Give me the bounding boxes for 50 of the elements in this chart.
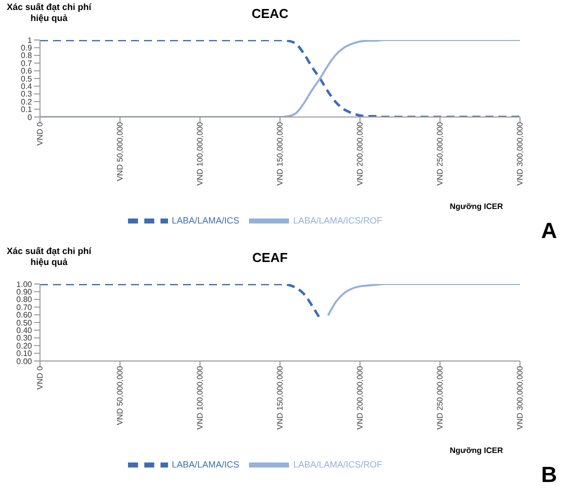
y-tick-label: 0.9 — [20, 44, 33, 53]
legend-label: LABA/LAMA/ICS/ROF — [293, 459, 382, 470]
y-tick-label: 0.50 — [16, 318, 33, 328]
x-tick-label: VND 100,000,000 — [196, 121, 205, 186]
chart-title: CEAF — [252, 250, 288, 265]
x-tick-label: VND 250,000,000 — [436, 121, 445, 186]
line-series — [327, 284, 520, 317]
text: B — [541, 462, 557, 488]
x-tick-label: VND 50,000,000 — [116, 365, 125, 426]
chart-title: CEAC — [252, 6, 288, 21]
x-tick-label: VND 0 — [36, 365, 45, 390]
x-axis-title: Ngưỡng ICER — [450, 446, 503, 455]
y-tick-label: 0.8 — [20, 51, 33, 60]
x-tick-label: VND 0 — [36, 121, 45, 146]
x-tick-label: VND 200,000,000 — [356, 365, 365, 430]
text: A — [541, 218, 557, 244]
x-tick-label: VND 300,000,000 — [516, 365, 525, 430]
line-series — [40, 284, 322, 320]
x-tick-label: VND 250,000,000 — [436, 365, 445, 430]
y-tick-label: 0.5 — [20, 74, 33, 84]
x-tick-label: VND 300,000,000 — [516, 121, 525, 186]
y-tick-label: 0.6 — [20, 66, 33, 76]
legend-label: LABA/LAMA/ICS/ROF — [293, 215, 382, 226]
y-tick-label: 0.00 — [16, 356, 33, 366]
y-tick-label: 0.30 — [16, 334, 33, 343]
y-tick-label: 0.20 — [16, 341, 33, 350]
legend-label: LABA/LAMA/ICS — [172, 459, 240, 470]
y-tick-label: 0.7 — [20, 58, 33, 68]
y-tick-label: 0.4 — [20, 82, 33, 92]
x-tick-label: VND 50,000,000 — [116, 121, 125, 182]
y-tick-label: 0.40 — [16, 326, 33, 336]
y-tick-label: 0.70 — [16, 302, 33, 312]
y-tick-label: 0.80 — [16, 295, 33, 304]
y-tick-label: 0.90 — [16, 288, 33, 297]
y-tick-label: 1.00 — [16, 280, 33, 289]
y-tick-label: 0.3 — [20, 90, 33, 99]
y-axis-title: Xác suất đạt chi phí hiệu quả — [6, 246, 92, 268]
y-tick-label: 0.60 — [16, 310, 33, 320]
y-tick-label: 0 — [28, 112, 33, 122]
x-tick-label: VND 200,000,000 — [356, 121, 365, 186]
x-tick-label: VND 150,000,000 — [276, 121, 285, 186]
y-tick-label: 0.1 — [20, 105, 33, 114]
y-axis-title: Xác suất đạt chi phí hiệu quả — [6, 2, 92, 24]
x-axis-title: Ngưỡng ICER — [450, 202, 503, 211]
y-tick-label: 0.2 — [20, 97, 33, 106]
y-tick-label: 0.10 — [16, 349, 33, 358]
y-tick-label: 1 — [28, 36, 33, 45]
legend-label: LABA/LAMA/ICS — [172, 215, 240, 226]
x-tick-label: VND 150,000,000 — [276, 365, 285, 430]
x-tick-label: VND 100,000,000 — [196, 365, 205, 430]
